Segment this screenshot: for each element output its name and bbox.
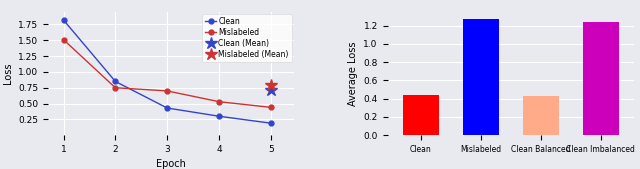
Y-axis label: Average Loss: Average Loss	[348, 41, 358, 106]
X-axis label: Epoch: Epoch	[156, 160, 186, 169]
Line: Clean: Clean	[61, 18, 273, 126]
Clean	[163, 107, 171, 109]
Mislabeled	[267, 106, 275, 108]
Clean	[60, 19, 67, 21]
Clean	[215, 115, 223, 117]
Mislabeled	[60, 39, 67, 41]
Line: Mislabeled: Mislabeled	[61, 37, 273, 110]
Clean	[111, 80, 119, 82]
Clean	[267, 122, 275, 124]
Mislabeled	[163, 90, 171, 92]
Mislabeled	[111, 87, 119, 89]
Legend: Clean, Mislabeled, Clean (Mean), Mislabeled (Mean): Clean, Mislabeled, Clean (Mean), Mislabe…	[202, 14, 292, 62]
Bar	[523, 96, 559, 135]
Bar	[463, 19, 499, 135]
Mislabeled	[215, 101, 223, 103]
Bar	[582, 22, 619, 135]
Y-axis label: Loss: Loss	[3, 63, 13, 84]
Bar	[403, 95, 438, 135]
